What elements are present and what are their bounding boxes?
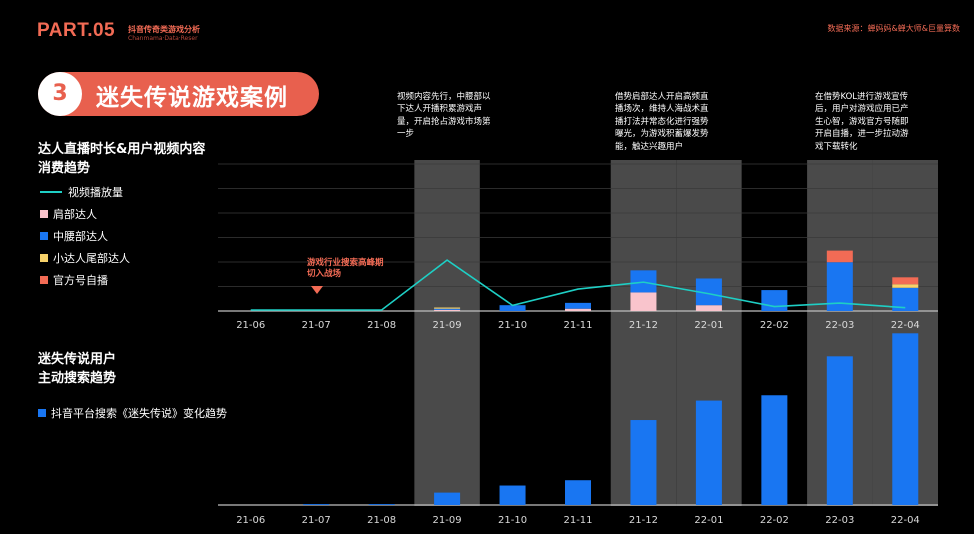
chart1-bar-22-04	[892, 277, 919, 285]
chart2-bar-22-03	[826, 356, 853, 505]
legend-item-search-trend: 抖音平台搜索《迷失传说》变化趋势	[38, 405, 227, 421]
data-source: 数据来源：蝉妈妈&蝉大师&巨量算数	[827, 24, 960, 33]
chart1-bar-21-09	[434, 309, 461, 311]
chart1-tick-label: 22-03	[825, 320, 854, 331]
chart2-bar-21-10	[499, 485, 526, 505]
chart1-video-plays-line	[250, 259, 906, 311]
chart2-bar-21-08	[368, 504, 395, 505]
chart2-tick-label: 21-11	[563, 515, 592, 526]
chart2-title: 迷失传说用户 主动搜索趋势	[38, 350, 116, 388]
section-title-pill	[38, 72, 319, 116]
annotation-phase3: 在借势KOL进行游戏宣传后，用户对游戏应用已产生心智，游戏官方号随即开启自播，进…	[815, 92, 909, 152]
chart2-tick-label: 22-01	[694, 515, 723, 526]
chart1-bar-22-01	[695, 305, 722, 311]
annotation-phase1: 视频内容先行，中腰部以下达人开播积累游戏声量，开启抢占游戏市场第一步	[397, 92, 491, 140]
chart1-bar-21-09	[434, 307, 461, 309]
chart2-tick-label: 21-08	[367, 515, 396, 526]
legend-item-small-kol: 小达人尾部达人	[40, 250, 130, 266]
chart2-bar-21-12	[630, 420, 657, 505]
chart1-title-line1: 达人直播时长&用户视频内容	[38, 142, 206, 157]
chart2-bars	[218, 333, 938, 506]
report-subtitle-en: Chanmama·Data·Reser	[128, 35, 198, 42]
chart2-title-line1: 迷失传说用户	[38, 352, 117, 367]
chart1-tick-label: 21-11	[563, 320, 592, 331]
chart2-legend: 抖音平台搜索《迷失传说》变化趋势	[38, 405, 227, 421]
section-number: 3	[38, 72, 82, 116]
legend-item-official-live: 官方号自播	[40, 272, 130, 288]
chart1-bar-22-04	[892, 287, 919, 311]
chart2-tick-label: 22-04	[891, 515, 920, 526]
legend-label: 视频播放量	[68, 186, 123, 199]
chart1-bar-22-04	[892, 284, 919, 288]
chart1-tick-label: 22-02	[760, 320, 789, 331]
legend-label: 抖音平台搜索《迷失传说》变化趋势	[51, 407, 227, 420]
chart2-bar-21-11	[565, 480, 591, 505]
part-label: PART.05	[37, 20, 116, 41]
legend-swatch	[40, 191, 62, 193]
chart1-bar-21-11	[565, 308, 591, 311]
chart2-tick-label: 22-02	[760, 515, 789, 526]
legend-swatch	[40, 276, 48, 284]
chart1-tick-label: 22-04	[891, 320, 920, 331]
legend-swatch	[40, 210, 48, 218]
chart2-bar-22-04	[892, 333, 919, 505]
legend-item-shoulder-kol: 肩部达人	[40, 206, 130, 222]
highlight-band-21-09	[414, 160, 480, 506]
chart1-line	[250, 259, 906, 311]
chart1-tick-label: 21-08	[367, 320, 396, 331]
legend-swatch	[38, 409, 46, 417]
legend-label: 肩部达人	[53, 208, 97, 221]
search-peak-callout: 游戏行业搜索高峰期切入战场	[307, 258, 384, 279]
chart2-tick-label: 21-10	[498, 515, 527, 526]
chart2-bar-22-01	[695, 400, 722, 505]
chart1-bar-21-11	[565, 302, 591, 309]
chart2-tick-label: 21-06	[236, 515, 265, 526]
chart2-tick-label: 22-03	[825, 515, 854, 526]
highlight-bands	[414, 160, 938, 506]
chart2-bar-21-07	[303, 504, 330, 505]
chart1-title: 达人直播时长&用户视频内容 消费趋势	[38, 140, 205, 178]
legend-swatch	[40, 232, 48, 240]
chart1-tick-label: 22-01	[694, 320, 723, 331]
chart1-tick-label: 21-09	[433, 320, 462, 331]
legend-item-video-plays: 视频播放量	[40, 184, 130, 200]
legend-label: 中腰部达人	[53, 230, 108, 243]
chart2-tick-label: 21-12	[629, 515, 658, 526]
chart1-x-ticks: 21-06 21-07 21-08 21-09 21-10 21-11 21-12 22-01…	[236, 320, 920, 331]
legend-label: 小达人尾部达人	[53, 252, 130, 265]
chart1-bar-21-10	[499, 305, 526, 311]
chart1-bar-22-02	[761, 290, 788, 311]
chart2-title-line2: 主动搜索趋势	[38, 371, 117, 386]
chart1-bar-21-09	[434, 308, 461, 310]
chart2-bar-22-02	[761, 395, 788, 505]
callout-arrow-icon	[311, 286, 323, 294]
section-title: 迷失传说游戏案例	[96, 85, 288, 111]
legend-item-mid-kol: 中腰部达人	[40, 228, 130, 244]
chart1-bar-22-03	[826, 250, 853, 263]
chart1-tick-label: 21-10	[498, 320, 527, 331]
chart1-tick-label: 21-07	[302, 320, 331, 331]
annotation-phase2: 借势肩部达人开启高频直播场次，维持人海战术直播打法并常态化进行强势曝光，为游戏积…	[615, 92, 709, 152]
chart2-x-ticks: 21-06 21-07 21-08 21-09 21-10 21-11 21-12 22-01…	[236, 515, 920, 526]
legend-label: 官方号自播	[53, 274, 108, 287]
chart1-legend: 视频播放量 肩部达人 中腰部达人 小达人尾部达人 官方号自播	[40, 184, 130, 288]
chart2-tick-label: 21-09	[433, 515, 462, 526]
chart2-tick-label: 21-07	[302, 515, 331, 526]
chart1-tick-label: 21-12	[629, 320, 658, 331]
chart1-bar-21-12	[630, 292, 657, 311]
legend-swatch	[40, 254, 48, 262]
chart2-bar-21-09	[434, 492, 461, 505]
chart1-title-line2: 消费趋势	[38, 161, 91, 176]
report-subtitle: 抖音传奇类游戏分析	[128, 25, 200, 34]
chart1-tick-label: 21-06	[236, 320, 265, 331]
